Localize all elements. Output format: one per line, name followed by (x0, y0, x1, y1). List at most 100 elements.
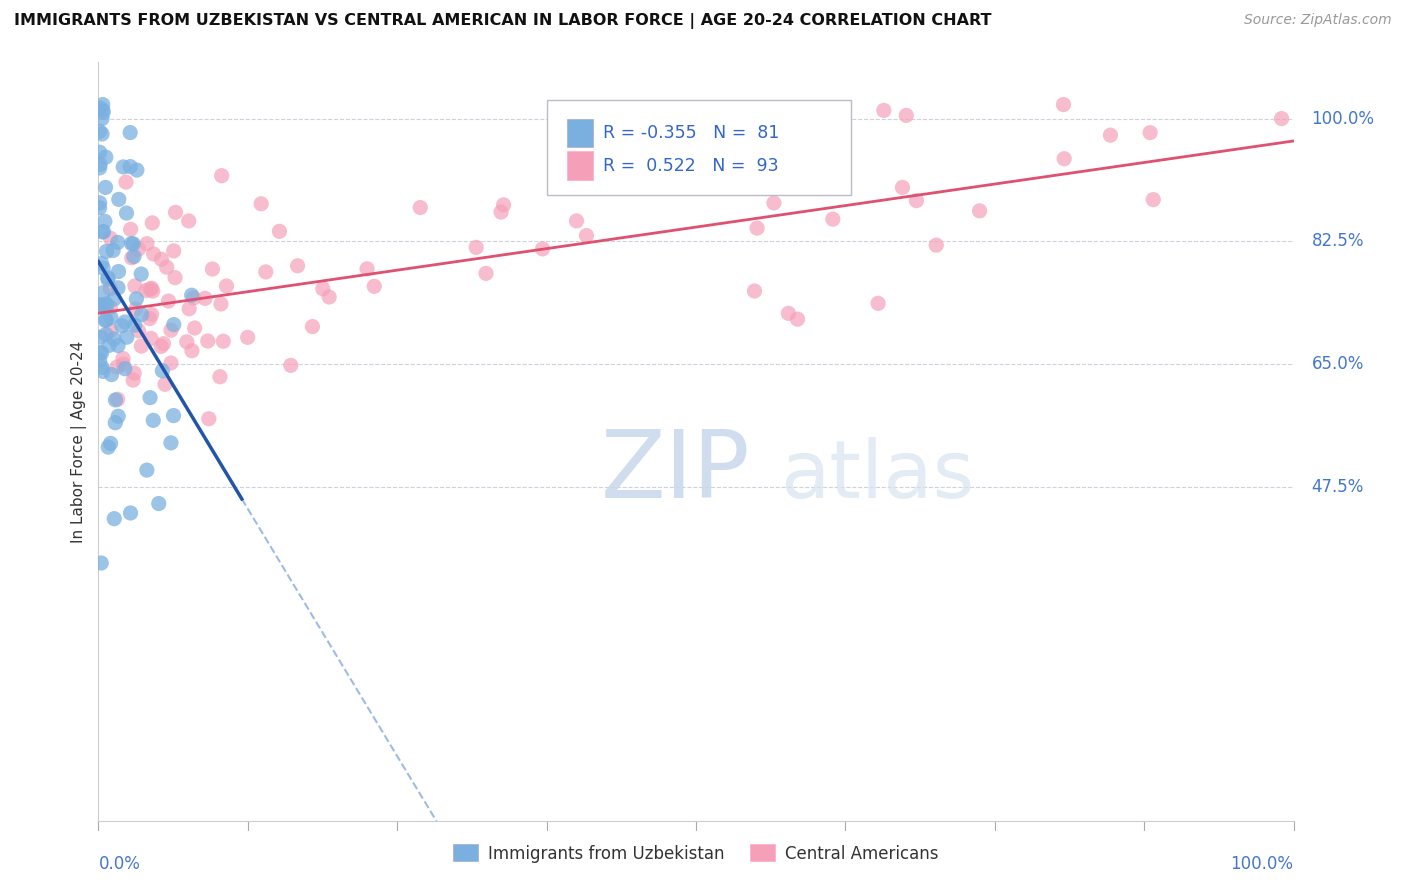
Point (575, 228, 598, 243)
Point (107, 409, 129, 424)
Point (180, 288, 202, 302)
Point (91, 105, 114, 120)
Point (120, 160, 142, 174)
Point (236, 330, 259, 344)
Point (475, 266, 498, 280)
Point (905, 194, 928, 208)
Point (103, 511, 125, 525)
Point (142, 284, 165, 298)
Point (301, 319, 323, 334)
Point (89, 330, 111, 344)
Point (211, 169, 233, 183)
Point (131, 339, 153, 353)
Point (821, 212, 844, 227)
Point (89, 299, 111, 313)
Point (177, 214, 200, 228)
Point (107, 193, 129, 207)
Text: 82.5%: 82.5% (1312, 233, 1364, 251)
Point (135, 463, 157, 477)
Point (91, 97, 114, 112)
Point (89, 101, 111, 115)
Point (105, 360, 128, 375)
Point (565, 214, 588, 228)
Point (150, 364, 173, 378)
Point (744, 284, 766, 298)
Point (89, 161, 111, 175)
Point (98, 231, 122, 245)
Point (89, 124, 111, 138)
Point (101, 244, 124, 258)
Point (91, 225, 114, 239)
Point (124, 318, 146, 332)
Point (312, 282, 335, 296)
Point (89, 157, 111, 171)
Point (96, 313, 118, 327)
Point (122, 373, 145, 387)
Point (1142, 193, 1164, 207)
Point (111, 318, 134, 333)
Text: R =  0.522   N =  93: R = 0.522 N = 93 (603, 157, 779, 175)
Point (107, 338, 129, 352)
Point (363, 279, 385, 293)
Point (183, 321, 205, 335)
Point (94, 180, 117, 194)
Point (152, 336, 174, 351)
Point (96, 299, 118, 313)
Point (492, 198, 515, 212)
Point (100, 310, 122, 325)
Point (208, 369, 231, 384)
Text: 0.0%: 0.0% (98, 855, 141, 872)
Point (91, 364, 114, 378)
Text: Source: ZipAtlas.com: Source: ZipAtlas.com (1244, 13, 1392, 28)
Point (89, 345, 111, 359)
Point (131, 308, 153, 322)
Point (94, 313, 117, 327)
Text: atlas: atlas (779, 437, 974, 515)
Point (160, 323, 183, 337)
Point (531, 242, 554, 256)
Point (91, 112, 114, 126)
Point (745, 221, 768, 235)
Point (104, 392, 127, 407)
Point (165, 205, 187, 219)
Point (100, 368, 122, 382)
Point (120, 126, 142, 140)
Point (142, 247, 165, 261)
Point (91, 285, 114, 300)
Point (125, 163, 148, 178)
Point (250, 196, 273, 211)
Point (93, 225, 115, 239)
Bar (567, 119, 593, 147)
Point (121, 251, 143, 265)
Point (194, 291, 217, 305)
Point (107, 235, 129, 250)
Point (139, 331, 162, 345)
Text: 100.0%: 100.0% (1230, 855, 1294, 872)
Point (122, 250, 145, 264)
Text: 100.0%: 100.0% (1312, 110, 1375, 128)
Point (128, 324, 150, 338)
Point (122, 236, 145, 251)
Point (128, 242, 150, 256)
Point (124, 278, 146, 293)
Point (141, 308, 163, 322)
Point (135, 284, 157, 298)
Point (868, 296, 890, 310)
Point (209, 297, 232, 311)
Point (138, 311, 160, 326)
Point (163, 244, 186, 258)
Point (254, 265, 277, 279)
Point (114, 361, 136, 376)
Point (160, 356, 183, 370)
Point (114, 315, 136, 329)
Point (183, 291, 205, 305)
Point (201, 262, 224, 277)
Point (157, 293, 180, 308)
Point (891, 180, 914, 194)
Point (136, 236, 159, 251)
Text: 65.0%: 65.0% (1312, 355, 1364, 374)
Point (873, 103, 896, 118)
Point (125, 292, 148, 306)
Point (287, 259, 309, 273)
Point (89, 195, 111, 210)
